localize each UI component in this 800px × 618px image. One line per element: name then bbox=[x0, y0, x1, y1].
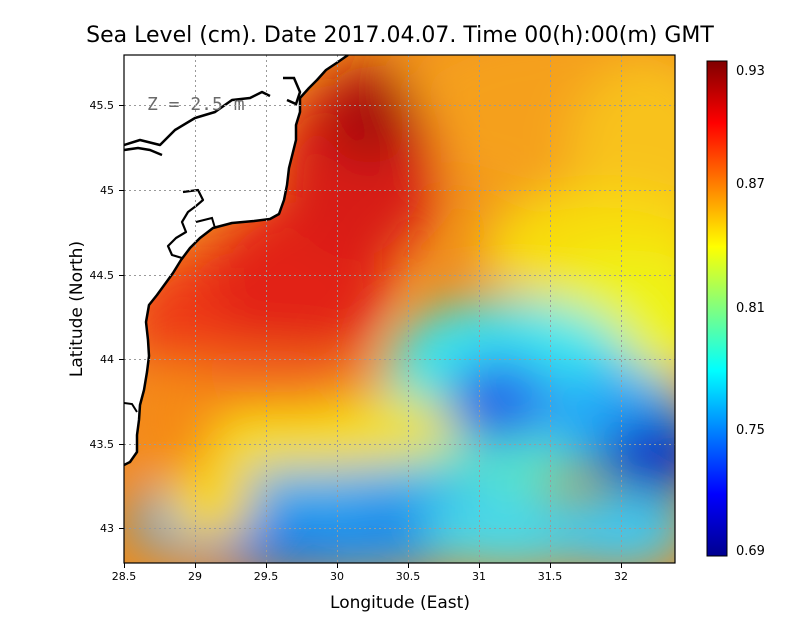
land-mass bbox=[124, 55, 348, 465]
x-tick-label: 30 bbox=[330, 570, 344, 583]
colorbar-tick-label: 0.93 bbox=[736, 64, 765, 79]
x-tick-label: 31 bbox=[472, 570, 486, 583]
x-tick-label: 28.5 bbox=[112, 570, 137, 583]
grid bbox=[124, 55, 675, 563]
y-tick-label: 43 bbox=[100, 522, 114, 535]
plot-frame bbox=[123, 54, 676, 564]
y-tick-label: 44 bbox=[100, 353, 114, 366]
depth-label: Z = 2.5 m bbox=[147, 94, 245, 115]
colorbar: 0.93 0.87 0.81 0.75 0.69 bbox=[706, 60, 765, 559]
x-tick-label: 31.5 bbox=[538, 570, 563, 583]
x-tick-label: 29 bbox=[188, 570, 202, 583]
colorbar-scale bbox=[706, 60, 728, 557]
y-tick-label: 45 bbox=[100, 184, 114, 197]
colorbar-tick-label: 0.75 bbox=[736, 423, 765, 438]
y-axis-title: Latitude (North) bbox=[67, 241, 87, 377]
colorbar-tick-label: 0.69 bbox=[736, 544, 765, 559]
y-axis bbox=[119, 105, 124, 529]
y-tick-label: 45.5 bbox=[90, 99, 115, 112]
y-tick-label: 44.5 bbox=[90, 269, 115, 282]
coastline bbox=[124, 55, 349, 467]
x-axis bbox=[124, 563, 622, 568]
x-tick-label: 30.5 bbox=[396, 570, 421, 583]
colorbar-tick-label: 0.81 bbox=[736, 301, 765, 316]
x-tick-label: 29.5 bbox=[254, 570, 279, 583]
sea-level-field: Z = 2.5 m bbox=[124, 55, 675, 563]
x-tick-label: 32 bbox=[614, 570, 628, 583]
x-axis-title: Longitude (East) bbox=[330, 593, 470, 613]
colorbar-tick-label: 0.87 bbox=[736, 177, 765, 192]
y-tick-label: 43.5 bbox=[90, 438, 115, 451]
map-title: Sea Level (cm). Date 2017.04.07. Time 00… bbox=[86, 23, 714, 48]
